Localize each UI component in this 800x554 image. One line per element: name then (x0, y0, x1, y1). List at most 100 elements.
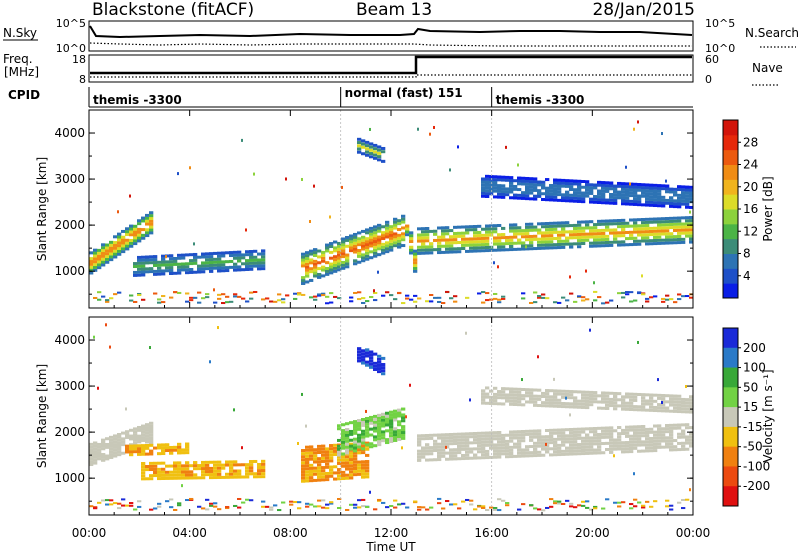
velocity-cell (89, 463, 94, 467)
power-cell (429, 251, 434, 255)
velocity-cell (593, 433, 598, 437)
velocity-cell (145, 465, 150, 469)
power-cell (385, 229, 390, 233)
velocity-cell (469, 499, 474, 502)
velocity-cell (481, 395, 486, 399)
velocity-cell (465, 438, 470, 442)
velocity-cell (581, 449, 586, 452)
velocity-cell (481, 401, 486, 405)
power-cell (689, 194, 694, 198)
velocity-cell (541, 404, 546, 408)
velocity-cell (341, 440, 346, 444)
velocity-cell (261, 500, 266, 503)
power-cell (265, 297, 270, 300)
velocity-cell (245, 469, 250, 473)
velocity-cell (513, 403, 518, 406)
velocity-cell (217, 472, 222, 476)
velocity-cell (617, 404, 622, 408)
velocity-cell (633, 431, 638, 435)
power-cell (481, 177, 486, 181)
power-cell (649, 233, 654, 237)
velocity-cell (165, 470, 170, 474)
velocity-cell (629, 428, 634, 432)
power-cell (133, 239, 138, 243)
power-cell (593, 226, 598, 230)
freq-tick-bottom: 8 (79, 73, 86, 86)
velocity-cell (401, 416, 406, 420)
velocity-cell (165, 476, 170, 480)
power-cell (669, 238, 674, 242)
power-cell (605, 201, 610, 205)
power-cell (421, 227, 426, 231)
velocity-cell (513, 387, 518, 391)
power-cell (305, 280, 310, 284)
velocity-cell (429, 506, 434, 509)
power-cell (485, 174, 490, 178)
velocity-cell (509, 430, 514, 434)
power-cell (485, 194, 490, 198)
power-cell (137, 239, 142, 243)
velocity-cell (497, 390, 502, 394)
power-cell (633, 299, 638, 302)
velocity-cell (213, 469, 218, 473)
velocity-cell (161, 467, 166, 471)
power-cell (657, 238, 662, 242)
power-cell (645, 223, 650, 227)
velocity-cell (125, 407, 127, 411)
velocity-cell (621, 407, 626, 411)
velocity-cell (605, 397, 610, 401)
velocity-cell (557, 450, 562, 453)
power-cell (373, 299, 378, 302)
velocity-cell (341, 458, 346, 462)
velocity-cell (565, 434, 570, 438)
velocity-cell (397, 408, 402, 412)
power-cell (653, 242, 658, 246)
power-cell (593, 232, 598, 236)
velocity-cell (377, 367, 382, 371)
velocity-cell (449, 451, 454, 455)
power-cell (417, 233, 422, 237)
power-cell (93, 251, 98, 255)
power-cell (365, 251, 370, 255)
velocity-cell (373, 429, 378, 433)
velocity-cell (545, 401, 550, 405)
velocity-cell (577, 449, 582, 453)
power-cell (569, 230, 574, 234)
power-cell (633, 218, 638, 222)
power-cell (621, 199, 626, 203)
velocity-cell (537, 438, 542, 442)
velocity-cell (637, 431, 642, 435)
velocity-cell (541, 444, 546, 448)
velocity-cell (681, 441, 686, 445)
velocity-cell (601, 397, 606, 401)
power-cell (437, 296, 442, 299)
power-cell (597, 180, 602, 184)
power-cell (669, 216, 674, 220)
velocity-cell (301, 392, 303, 396)
velocity-cell (609, 438, 614, 442)
power-cell (533, 194, 538, 198)
velocity-cell (209, 469, 214, 473)
power-cell (465, 237, 470, 241)
velocity-cell (397, 420, 402, 424)
power-cell (569, 193, 574, 197)
velocity-cell (317, 457, 322, 461)
velocity-cell (417, 455, 422, 459)
velocity-cell (661, 394, 666, 398)
power-cell (97, 298, 102, 301)
power-cell (509, 187, 514, 191)
velocity-cell (93, 441, 98, 445)
velocity-cell (369, 356, 374, 360)
power-cell (213, 301, 218, 304)
velocity-cell (577, 504, 582, 507)
power-cell (137, 233, 142, 237)
velocity-cell (417, 452, 422, 456)
power-cell (657, 220, 662, 224)
power-cell (205, 258, 210, 262)
velocity-cell (109, 447, 114, 451)
velocity-cell (689, 488, 691, 492)
power-cell (641, 293, 646, 296)
velocity-cell (429, 452, 434, 456)
velocity-cell (569, 390, 574, 394)
power-cell (381, 225, 386, 229)
